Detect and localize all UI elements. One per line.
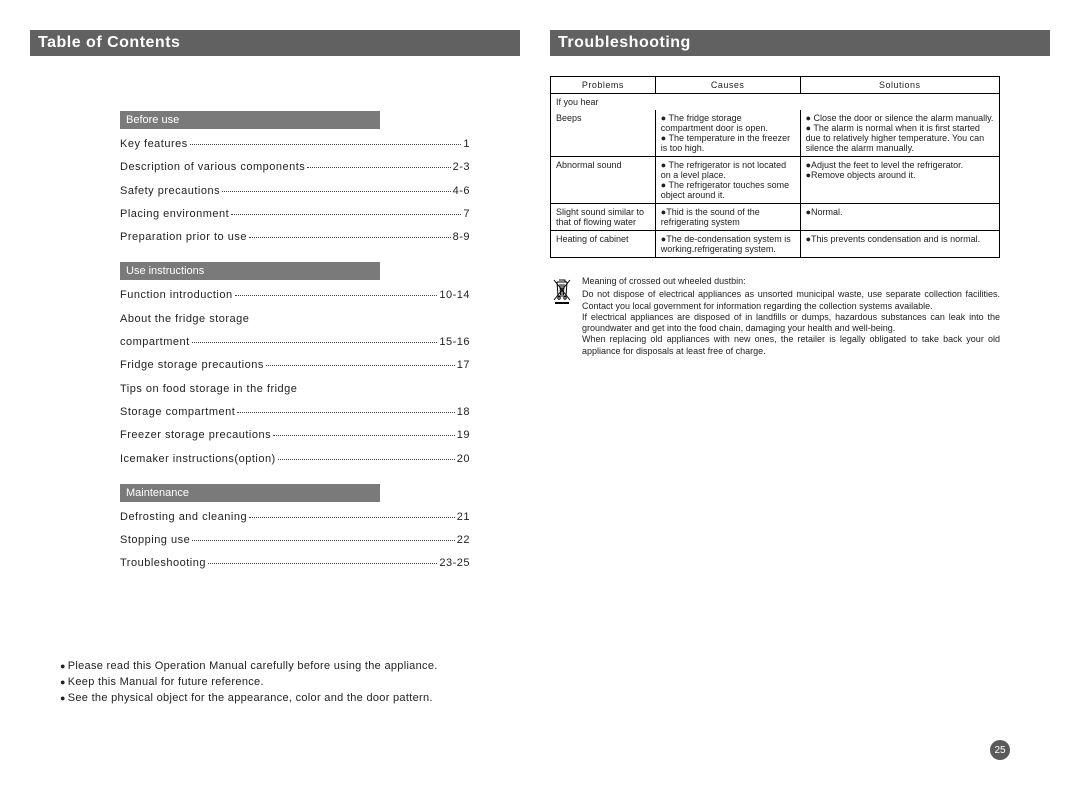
note-line: Please read this Operation Manual carefu… xyxy=(60,660,438,672)
table-row: Beeps ● The fridge storage compartment d… xyxy=(551,110,1000,157)
cell-causes: ●The de-condensation system is working.r… xyxy=(655,231,800,258)
troubleshooting-table: Problems Causes Solutions If you hear Be… xyxy=(550,76,1000,258)
toc-entry: Function introduction10-14 xyxy=(120,288,470,302)
toc-group-header: Use instructions xyxy=(120,262,380,280)
right-column: Troubleshooting Problems Causes Solution… xyxy=(550,30,1050,798)
toc-group-header: Maintenance xyxy=(120,484,380,502)
th-problems: Problems xyxy=(551,77,656,94)
toc-entry: Preparation prior to use8-9 xyxy=(120,230,470,244)
toc-entry: Key features1 xyxy=(120,137,470,151)
note-line: Keep this Manual for future reference. xyxy=(60,676,438,688)
toc-group-use-instructions: Use instructions Function introduction10… xyxy=(120,262,470,465)
cell-solutions: ●This prevents condensation and is norma… xyxy=(800,231,999,258)
cell-causes: ● The refrigerator is not located on a l… xyxy=(655,157,800,204)
page-container: Table of Contents Before use Key feature… xyxy=(0,0,1080,798)
if-you-hear-cell: If you hear xyxy=(551,94,1000,111)
disposal-heading: Meaning of crossed out wheeled dustbin: xyxy=(582,276,1000,287)
th-causes: Causes xyxy=(655,77,800,94)
toc-entry: Stopping use22 xyxy=(120,533,470,547)
toc-entry: Icemaker instructions(option)20 xyxy=(120,452,470,466)
cell-problem: Beeps xyxy=(551,110,656,157)
disposal-body: Do not dispose of electrical appliances … xyxy=(582,289,1000,357)
toc-group-header: Before use xyxy=(120,111,380,129)
table-row: Heating of cabinet ●The de-condensation … xyxy=(551,231,1000,258)
toc-entry: Storage compartment18 xyxy=(120,405,470,419)
cell-causes: ●Thid is the sound of the refrigerating … xyxy=(655,204,800,231)
cell-solutions: ●Normal. xyxy=(800,204,999,231)
cell-solutions: ● Close the door or silence the alarm ma… xyxy=(800,110,999,157)
toc-entry: Troubleshooting23-25 xyxy=(120,556,470,570)
toc-entry: Placing environment7 xyxy=(120,207,470,221)
footer-notes: Please read this Operation Manual carefu… xyxy=(60,660,438,708)
toc-section: Before use Key features1 Description of … xyxy=(30,111,520,571)
cell-problem: Slight sound similar to that of flowing … xyxy=(551,204,656,231)
toc-entry: Freezer storage precautions19 xyxy=(120,428,470,442)
cell-solutions: ●Adjust the feet to level the refrigerat… xyxy=(800,157,999,204)
disposal-block: Meaning of crossed out wheeled dustbin: … xyxy=(550,276,1000,357)
toc-group-before-use: Before use Key features1 Description of … xyxy=(120,111,470,244)
toc-entry: Safety precautions4-6 xyxy=(120,184,470,198)
toc-entry: Tips on food storage in the fridge xyxy=(120,382,470,396)
toc-entry: Description of various components2-3 xyxy=(120,160,470,174)
toc-title: Table of Contents xyxy=(30,30,520,56)
disposal-text: Meaning of crossed out wheeled dustbin: … xyxy=(582,276,1000,357)
cell-causes: ● The fridge storage compartment door is… xyxy=(655,110,800,157)
toc-group-maintenance: Maintenance Defrosting and cleaning21 St… xyxy=(120,484,470,571)
page-number-badge: 25 xyxy=(990,740,1010,760)
toc-entry: compartment15-16 xyxy=(120,335,470,349)
troubleshooting-title: Troubleshooting xyxy=(550,30,1050,56)
toc-entry: About the fridge storage xyxy=(120,312,470,326)
table-row: Abnormal sound ● The refrigerator is not… xyxy=(551,157,1000,204)
toc-entry: Fridge storage precautions17 xyxy=(120,358,470,372)
note-line: See the physical object for the appearan… xyxy=(60,692,438,704)
table-row: If you hear xyxy=(551,94,1000,111)
cell-problem: Heating of cabinet xyxy=(551,231,656,258)
table-row: Slight sound similar to that of flowing … xyxy=(551,204,1000,231)
left-column: Table of Contents Before use Key feature… xyxy=(30,30,520,798)
toc-entry: Defrosting and cleaning21 xyxy=(120,510,470,524)
cell-problem: Abnormal sound xyxy=(551,157,656,204)
table-header-row: Problems Causes Solutions xyxy=(551,77,1000,94)
th-solutions: Solutions xyxy=(800,77,999,94)
dustbin-icon xyxy=(550,276,574,306)
